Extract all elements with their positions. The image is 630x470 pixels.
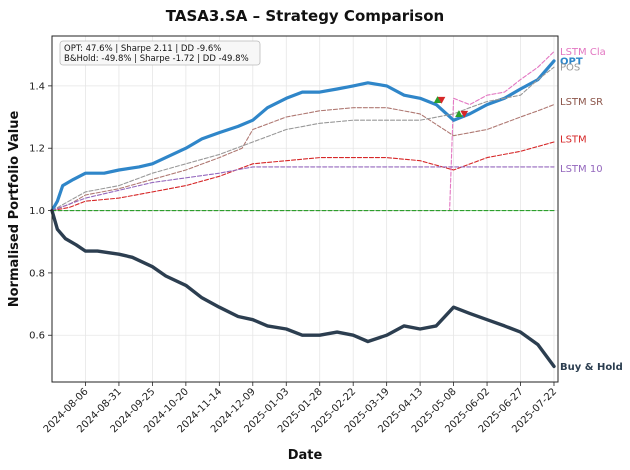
plot-frame (51, 35, 559, 383)
y-tick-label: 0.8 (29, 268, 45, 279)
series-line (51, 166, 555, 212)
info-line-opt: OPT: 47.6% | Sharpe 2.11 | DD -9.6% (64, 44, 221, 54)
info-box-background (59, 40, 261, 66)
buy-marker (433, 96, 442, 103)
series-end-label: Buy & Hold (560, 362, 623, 373)
y-tick-label: 0.6 (29, 331, 45, 342)
series-end-label: LSTM (560, 134, 587, 145)
grid (52, 36, 558, 382)
y-tick-label: 1.2 (29, 144, 45, 155)
series-line (51, 66, 555, 212)
buy-marker (455, 110, 463, 117)
trade-markers (433, 96, 469, 118)
series-end-label: POS (560, 63, 580, 74)
series-end-label: LSTM 10 (560, 164, 603, 175)
x-axis-title: Date (288, 448, 323, 463)
series-group (50, 51, 556, 369)
series-end-label: LSTM SR (560, 97, 603, 108)
y-tick-label: 1.4 (29, 81, 45, 92)
series-end-label: LSTM Cla (560, 47, 606, 58)
y-tick-label: 1.0 (29, 206, 45, 217)
series-line (51, 104, 555, 212)
sell-marker (437, 96, 446, 104)
y-axis-title: Normalised Portfolio Value (7, 111, 22, 308)
series-end-label: OPT (560, 56, 583, 67)
chart-title: TASA3.SA – Strategy Comparison (166, 7, 444, 25)
y-axis-ticks: 0.6 0.8 1.0 1.2 1.4 (29, 81, 52, 342)
info-box: OPT: 47.6% | Sharpe 2.11 | DD -9.6% B&Ho… (59, 40, 261, 66)
info-line-buyhold: B&Hold: -49.8% | Sharpe -1.72 | DD -49.8… (64, 54, 249, 64)
sell-marker (460, 110, 469, 118)
series-line (51, 141, 555, 212)
x-axis-ticks: 2024-08-062024-08-312024-09-252024-10-20… (42, 382, 559, 435)
series-line (50, 208, 556, 369)
